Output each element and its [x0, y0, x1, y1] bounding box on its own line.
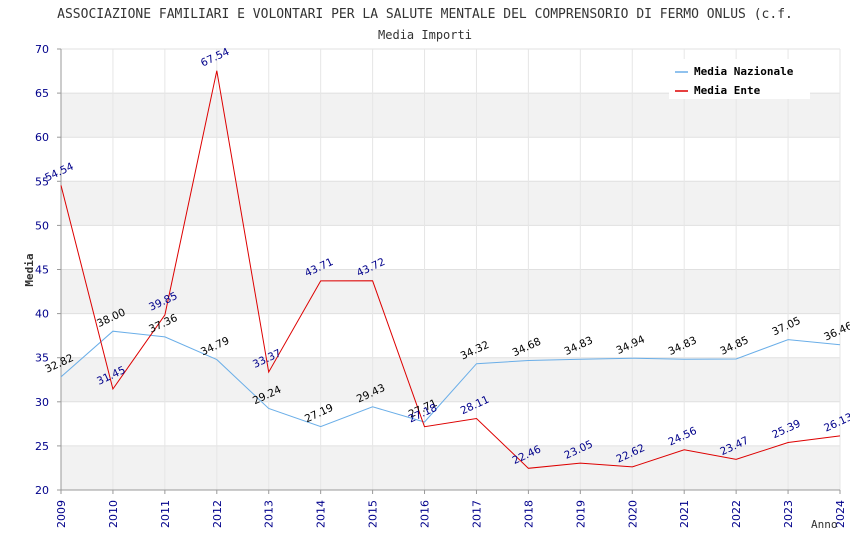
grid-band [61, 93, 840, 138]
x-tick-label: 2009 [55, 500, 68, 528]
y-axis-ticks: 20 25 30 35 40 45 50 55 60 65 70 [35, 43, 49, 497]
legend-box [669, 59, 810, 99]
x-tick-label: 2018 [522, 500, 535, 528]
grid-lines [57, 48, 841, 494]
x-tick-label: 2015 [367, 500, 380, 528]
grid-band [61, 269, 840, 314]
y-tick-label: 40 [35, 308, 49, 321]
y-tick-label: 25 [35, 440, 49, 453]
y-tick-label: 45 [35, 264, 49, 277]
x-tick-label: 2014 [315, 500, 328, 528]
x-tick-label: 2022 [730, 500, 743, 528]
y-tick-label: 65 [35, 87, 49, 100]
x-tick-label: 2019 [574, 500, 587, 528]
x-axis-title: Anno [811, 518, 838, 531]
y-tick-label: 70 [35, 43, 49, 56]
x-tick-label: 2023 [782, 500, 795, 528]
series-line-media-ente [60, 70, 841, 469]
y-tick-label: 30 [35, 396, 49, 409]
grid-band [61, 445, 840, 490]
y-tick-label: 20 [35, 484, 49, 497]
y-tick-label: 50 [35, 219, 49, 232]
y-tick-label: 35 [35, 352, 49, 365]
x-tick-label: 2010 [107, 500, 120, 528]
chart-subtitle: Media Importi [378, 28, 472, 42]
x-tick-label: 2020 [626, 500, 639, 528]
y-tick-label: 55 [35, 175, 49, 188]
x-tick-label: 2016 [419, 500, 432, 528]
x-tick-label: 2021 [678, 500, 691, 528]
x-tick-label: 2017 [470, 500, 483, 528]
x-tick-label: 2012 [211, 500, 224, 528]
x-tick-label: 2011 [159, 500, 172, 528]
x-axis-ticks: 2009 2010 2011 2012 2013 2014 2015 2016 2017 2018… [55, 500, 847, 528]
grid-band [61, 357, 840, 402]
legend-label-ente: Media Ente [694, 84, 761, 97]
grid-band [61, 181, 840, 226]
x-tick-label: 2024 [834, 500, 847, 528]
legend: Media Nazionale Media Ente [669, 59, 810, 99]
axes [60, 49, 840, 491]
legend-label-nazionale: Media Nazionale [694, 65, 794, 78]
y-axis-title: Media [23, 253, 36, 286]
x-tick-label: 2013 [263, 500, 276, 528]
series-line-media-nazionale [60, 330, 841, 428]
y-tick-label: 60 [35, 131, 49, 144]
series-lines [60, 70, 841, 469]
chart-title: ASSOCIAZIONE FAMILIARI E VOLONTARI PER L… [57, 7, 793, 22]
